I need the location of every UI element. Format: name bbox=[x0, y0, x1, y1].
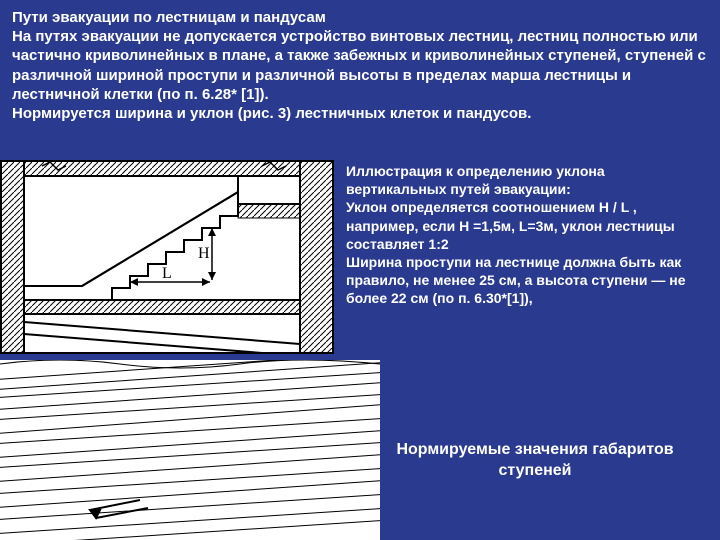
figure-caption-3: Ширина проступи на лестнице должна быть … bbox=[346, 253, 708, 308]
figure-caption-2: Уклон определяется соотношением H / L , … bbox=[346, 198, 708, 253]
paragraph-2: Нормируется ширина и уклон (рис. 3) лест… bbox=[12, 104, 708, 123]
figure-caption: Иллюстрация к определению уклона вертика… bbox=[346, 162, 708, 308]
paragraph-1: На путях эвакуации не допускается устрой… bbox=[12, 27, 708, 104]
stair-svg: H L bbox=[2, 162, 332, 352]
bottom-caption-text: Нормируемые значения габаритов ступеней bbox=[396, 441, 673, 479]
top-text-block: Пути эвакуации по лестницам и пандусам Н… bbox=[12, 8, 708, 123]
bottom-caption: Нормируемые значения габаритов ступеней bbox=[390, 440, 680, 482]
title-line: Пути эвакуации по лестницам и пандусам bbox=[12, 8, 708, 27]
figure-caption-1: Иллюстрация к определению уклона вертика… bbox=[346, 162, 708, 198]
label-h: H bbox=[198, 245, 210, 262]
stair-section-figure: H L bbox=[0, 160, 334, 354]
lower-hatch-figure bbox=[0, 360, 380, 540]
label-l: L bbox=[162, 265, 172, 282]
